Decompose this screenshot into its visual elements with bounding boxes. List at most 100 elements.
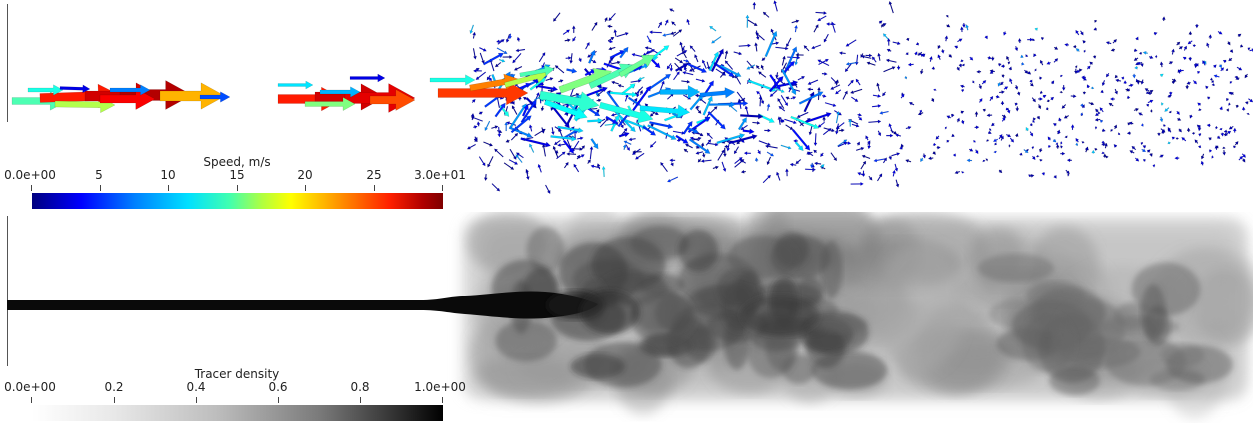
velocity-arrow-glyph: [1015, 106, 1020, 112]
velocity-arrow-glyph: [998, 90, 1006, 95]
velocity-arrow-glyph: [830, 84, 841, 90]
velocity-arrow-glyph: [1174, 156, 1180, 161]
speed-tick-label: 3.0e+01: [414, 168, 466, 182]
velocity-arrow-glyph: [1032, 119, 1036, 123]
velocity-arrow-glyph: [647, 124, 677, 140]
velocity-arrow-glyph: [616, 31, 630, 38]
velocity-arrow-glyph: [1144, 88, 1150, 92]
velocity-arrow-glyph: [1137, 61, 1142, 66]
velocity-arrow-glyph: [27, 84, 64, 96]
velocity-arrow-glyph: [1029, 174, 1035, 178]
velocity-arrow-glyph: [791, 128, 811, 151]
velocity-arrow-glyph: [697, 158, 702, 163]
velocity-arrow-glyph: [642, 50, 653, 57]
velocity-arrow-glyph: [1208, 137, 1213, 141]
velocity-arrow-glyph: [807, 87, 814, 92]
velocity-arrow-glyph: [1167, 141, 1172, 145]
velocity-arrow-glyph: [803, 45, 810, 52]
velocity-arrow-glyph: [1094, 125, 1098, 130]
velocity-arrow-glyph: [997, 82, 1002, 87]
velocity-arrow-glyph: [754, 157, 759, 162]
velocity-arrow-glyph: [1076, 69, 1081, 74]
tracer-cloud: [717, 268, 760, 308]
speed-tick-label: 0.0e+00: [4, 168, 56, 182]
velocity-arrow-glyph: [619, 46, 629, 59]
velocity-arrow-glyph: [780, 94, 789, 107]
velocity-arrow-glyph: [879, 110, 889, 115]
velocity-arrow-glyph: [1036, 115, 1041, 120]
velocity-arrow-glyph: [1225, 67, 1229, 72]
velocity-arrow-glyph: [1228, 57, 1233, 62]
velocity-arrow-glyph: [1189, 114, 1194, 119]
velocity-arrow-glyph: [1121, 76, 1125, 81]
velocity-arrow-glyph: [1105, 41, 1112, 45]
density-tick-label: 0.4: [186, 380, 206, 394]
velocity-arrow-glyph: [645, 73, 672, 92]
velocity-arrow-glyph: [785, 124, 794, 130]
velocity-arrow-glyph: [623, 140, 632, 145]
velocity-arrow-glyph: [1139, 61, 1144, 68]
velocity-arrow-glyph: [946, 115, 952, 120]
velocity-arrow-glyph: [1079, 30, 1084, 36]
velocity-arrow-glyph: [785, 96, 790, 101]
tracer-cloud: [1022, 313, 1075, 372]
velocity-arrow-glyph: [960, 59, 965, 63]
velocity-arrow-glyph: [622, 143, 627, 151]
velocity-arrow-glyph: [590, 138, 599, 150]
velocity-arrow-glyph: [1145, 103, 1150, 108]
velocity-arrow-glyph: [491, 183, 501, 192]
velocity-arrow-glyph: [1187, 40, 1193, 45]
velocity-arrow-glyph: [946, 23, 951, 28]
velocity-arrow-glyph: [755, 30, 760, 41]
speed-colorbar: [32, 193, 443, 209]
velocity-arrow-glyph: [1009, 77, 1013, 85]
velocity-arrow-glyph: [1086, 65, 1091, 70]
velocity-arrow-glyph: [689, 94, 704, 111]
velocity-arrow-glyph: [956, 66, 960, 72]
velocity-arrow-glyph: [1168, 91, 1173, 96]
velocity-arrow-glyph: [1045, 106, 1049, 111]
velocity-arrow-glyph: [764, 128, 772, 133]
velocity-arrow-glyph: [1028, 174, 1032, 178]
velocity-arrow-glyph: [777, 97, 785, 110]
velocity-arrow-glyph: [854, 54, 859, 66]
velocity-arrow-glyph: [780, 144, 792, 150]
velocity-arrow-glyph: [605, 115, 618, 124]
velocity-arrow-glyph: [878, 20, 883, 25]
velocity-arrow-glyph: [857, 112, 863, 117]
velocity-arrow-glyph: [1245, 112, 1251, 116]
tracer-density-view[interactable]: Tracer density 0.0e+00 0.2 0.4 0.6 0.8 1…: [0, 212, 1253, 423]
velocity-arrow-glyph: [591, 21, 598, 32]
velocity-arrow-glyph: [470, 112, 475, 121]
velocity-arrow-glyph: [775, 72, 780, 79]
velocity-arrow-glyph: [1038, 158, 1044, 162]
velocity-arrow-glyph: [1020, 54, 1024, 58]
velocity-arrow-glyph: [496, 129, 503, 134]
velocity-arrow-glyph: [1191, 132, 1196, 135]
velocity-arrow-glyph: [849, 88, 863, 94]
density-tick-label: 1.0e+00: [414, 380, 466, 394]
velocity-arrow-glyph: [1192, 79, 1198, 85]
velocity-arrow-glyph: [1171, 48, 1175, 55]
velocity-arrow-glyph: [1041, 172, 1046, 176]
velocity-arrow-glyph: [672, 71, 680, 81]
velocity-arrow-glyph: [817, 59, 830, 67]
velocity-arrow-glyph: [1014, 45, 1019, 52]
velocity-arrow-glyph: [976, 69, 982, 74]
velocity-view[interactable]: Speed, m/s 0.0e+00 5 10 15 20 25 3.0e+01: [0, 0, 1253, 212]
density-colorbar: [32, 405, 443, 421]
velocity-arrow-glyph: [1225, 130, 1232, 135]
velocity-arrow-glyph: [1061, 104, 1067, 109]
velocity-arrow-glyph: [760, 64, 765, 71]
velocity-arrow-glyph: [848, 118, 853, 127]
velocity-arrow-glyph: [1039, 59, 1044, 66]
velocity-arrow-glyph: [937, 44, 942, 50]
velocity-arrow-glyph: [1237, 33, 1242, 38]
velocity-arrow-glyph: [571, 25, 576, 34]
velocity-arrow-glyph: [762, 11, 770, 18]
velocity-arrow-glyph: [777, 80, 799, 88]
velocity-arrow-glyph: [486, 74, 491, 81]
tracer-cloud: [1160, 343, 1205, 368]
velocity-arrow-glyph: [1159, 154, 1165, 159]
velocity-arrow-glyph: [1060, 144, 1064, 149]
